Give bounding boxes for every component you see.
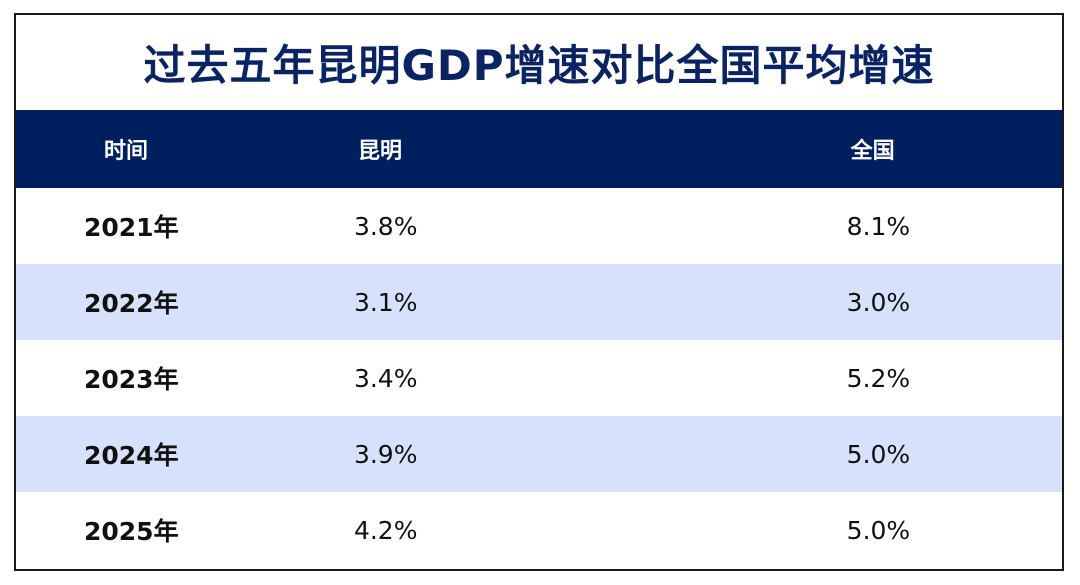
year-cell: 2025年 [84, 517, 179, 546]
year-cell: 2022年 [84, 289, 179, 318]
national-growth-cell: 8.1% [846, 211, 911, 241]
table-header-row: 时间 昆明 全国 [16, 110, 1062, 188]
table-row: 2022年 3.1% 3.0% [16, 264, 1062, 340]
national-growth-cell: 5.2% [846, 363, 911, 393]
national-growth-cell: 3.0% [846, 287, 911, 317]
national-growth-cell: 5.0% [846, 439, 911, 469]
kunming-growth-cell: 3.1% [353, 287, 418, 317]
column-header-national: 全国 [850, 139, 895, 164]
kunming-growth-cell: 3.4% [353, 363, 418, 393]
table-row: 2024年 3.9% 5.0% [16, 416, 1062, 492]
table-title: 过去五年昆明GDP增速对比全国平均增速 [143, 41, 935, 90]
national-growth-cell: 5.0% [846, 515, 911, 545]
column-header-kunming: 昆明 [357, 139, 402, 164]
kunming-growth-cell: 3.9% [353, 439, 418, 469]
year-cell: 2023年 [84, 365, 179, 394]
table-row: 2021年 3.8% 8.1% [16, 188, 1062, 264]
title-area: 过去五年昆明GDP增速对比全国平均增速 [16, 15, 1062, 110]
kunming-growth-cell: 4.2% [353, 515, 418, 545]
year-cell: 2021年 [84, 213, 179, 242]
year-cell: 2024年 [84, 441, 179, 470]
column-header-time: 时间 [104, 139, 149, 164]
table-row: 2023年 3.4% 5.2% [16, 340, 1062, 416]
table-row: 2025年 4.2% 5.0% [16, 492, 1062, 568]
kunming-growth-cell: 3.8% [353, 211, 418, 241]
gdp-growth-table: 时间 昆明 全国 2021年 3.8% 8.1% 2022年 3.1% 3.0%… [16, 110, 1062, 568]
table-card: 过去五年昆明GDP增速对比全国平均增速 时间 昆明 全国 2021年 3.8% … [14, 13, 1064, 571]
